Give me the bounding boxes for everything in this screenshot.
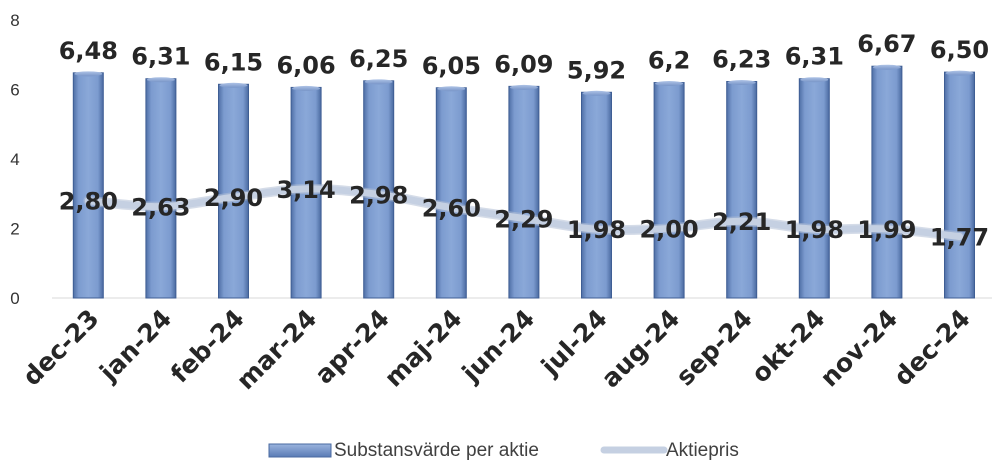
bar-value-labels: 6,48 6,31 6,15 6,06 6,25 6,05 6,09 5,92 6,2 6,23 6…: [59, 30, 989, 84]
bar-cap: [219, 82, 248, 88]
y-tick-label: 2: [10, 220, 19, 239]
bar: [581, 91, 612, 299]
bar-value-label: 6,2: [648, 47, 691, 75]
legend: Substansvärde per aktie Aktiepris: [268, 440, 739, 461]
legend-label-substansvarde: Substansvärde per aktie: [334, 440, 539, 461]
aktiepris-line-layer: [83, 183, 965, 242]
line-value-label: 1,98: [567, 216, 626, 244]
x-tick-label: aug-24: [596, 304, 686, 394]
line-value-label: 2,98: [349, 181, 408, 209]
x-tick-label: nov-24: [814, 304, 903, 393]
line-value-labels: 2,80 2,63 2,90 3,14 2,98 2,60 2,29 1,98 2,00 2,21…: [59, 176, 989, 252]
bar-cap: [437, 86, 466, 92]
bar: [944, 71, 975, 299]
bar-cap: [582, 90, 611, 96]
bar: [435, 87, 467, 299]
line-value-label: 1,77: [930, 223, 989, 251]
bar-value-label: 6,23: [712, 46, 771, 74]
bar: [798, 78, 830, 299]
bar-value-label: 6,50: [930, 36, 989, 64]
bar-cap: [364, 79, 393, 85]
legend-swatch-substansvarde: [268, 443, 332, 458]
bar-value-label: 6,09: [494, 50, 553, 78]
x-tick-label: maj-24: [379, 304, 468, 393]
y-tick-label: 8: [10, 11, 19, 30]
aktiepris-line: [84, 185, 963, 240]
bar: [508, 85, 540, 299]
x-tick-label: dec-23: [17, 304, 105, 392]
bar-value-label: 6,48: [59, 37, 118, 65]
x-axis: dec-23jan-24feb-24mar-24apr-24maj-24jun-…: [17, 304, 976, 396]
bar-cap: [872, 64, 901, 70]
bars: [72, 64, 975, 299]
bar-cap: [509, 84, 538, 90]
bar-cap: [945, 70, 974, 76]
line-value-label: 2,63: [131, 194, 190, 222]
line-value-label: 2,80: [59, 188, 118, 216]
bar-cap: [292, 85, 321, 91]
bar-value-label: 6,31: [131, 43, 190, 71]
bar-cap: [727, 80, 756, 86]
legend-label-aktiepris: Aktiepris: [666, 440, 739, 461]
x-tick-label: jun-24: [456, 304, 540, 388]
bar-value-label: 6,05: [422, 52, 481, 80]
bar: [871, 65, 903, 299]
bar-cap: [800, 77, 829, 83]
line-value-label: 2,60: [422, 195, 481, 223]
bar: [653, 82, 685, 299]
bar-value-label: 6,31: [785, 43, 844, 71]
line-value-label: 3,14: [276, 176, 335, 204]
line-value-label: 1,99: [857, 216, 916, 244]
line-value-label: 1,98: [785, 216, 844, 244]
x-tick-label: dec-24: [888, 304, 976, 392]
bar-value-label: 6,06: [276, 51, 335, 79]
line-value-label: 2,90: [204, 184, 263, 212]
bar-value-label: 6,15: [204, 48, 263, 76]
line-value-label: 2,21: [712, 208, 771, 236]
y-tick-label: 4: [10, 150, 19, 169]
bar: [726, 81, 758, 299]
bar: [72, 72, 104, 299]
x-tick-label: mar-24: [231, 304, 323, 396]
y-tick-label: 0: [10, 289, 19, 308]
bar: [145, 78, 177, 299]
x-tick-label: jan-24: [93, 304, 177, 388]
bar-cap: [655, 81, 684, 87]
bar-value-label: 6,25: [349, 45, 408, 73]
x-tick-label: sep-24: [670, 304, 758, 392]
bar-value-label: 6,67: [857, 30, 916, 58]
bar-value-label: 5,92: [567, 56, 626, 84]
bar-cap: [74, 71, 103, 77]
y-tick-label: 6: [10, 81, 19, 100]
line-value-label: 2,29: [494, 205, 553, 233]
bar-cap: [146, 77, 175, 83]
line-value-label: 2,00: [639, 216, 698, 244]
